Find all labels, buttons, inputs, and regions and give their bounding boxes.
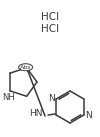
- Text: HCl: HCl: [41, 12, 59, 22]
- Text: Abs: Abs: [20, 65, 31, 70]
- Text: NH: NH: [2, 93, 15, 102]
- Text: N: N: [85, 111, 92, 119]
- Text: HN: HN: [30, 109, 43, 119]
- Text: HCl: HCl: [41, 24, 59, 34]
- Text: N: N: [48, 94, 55, 103]
- Ellipse shape: [19, 64, 33, 71]
